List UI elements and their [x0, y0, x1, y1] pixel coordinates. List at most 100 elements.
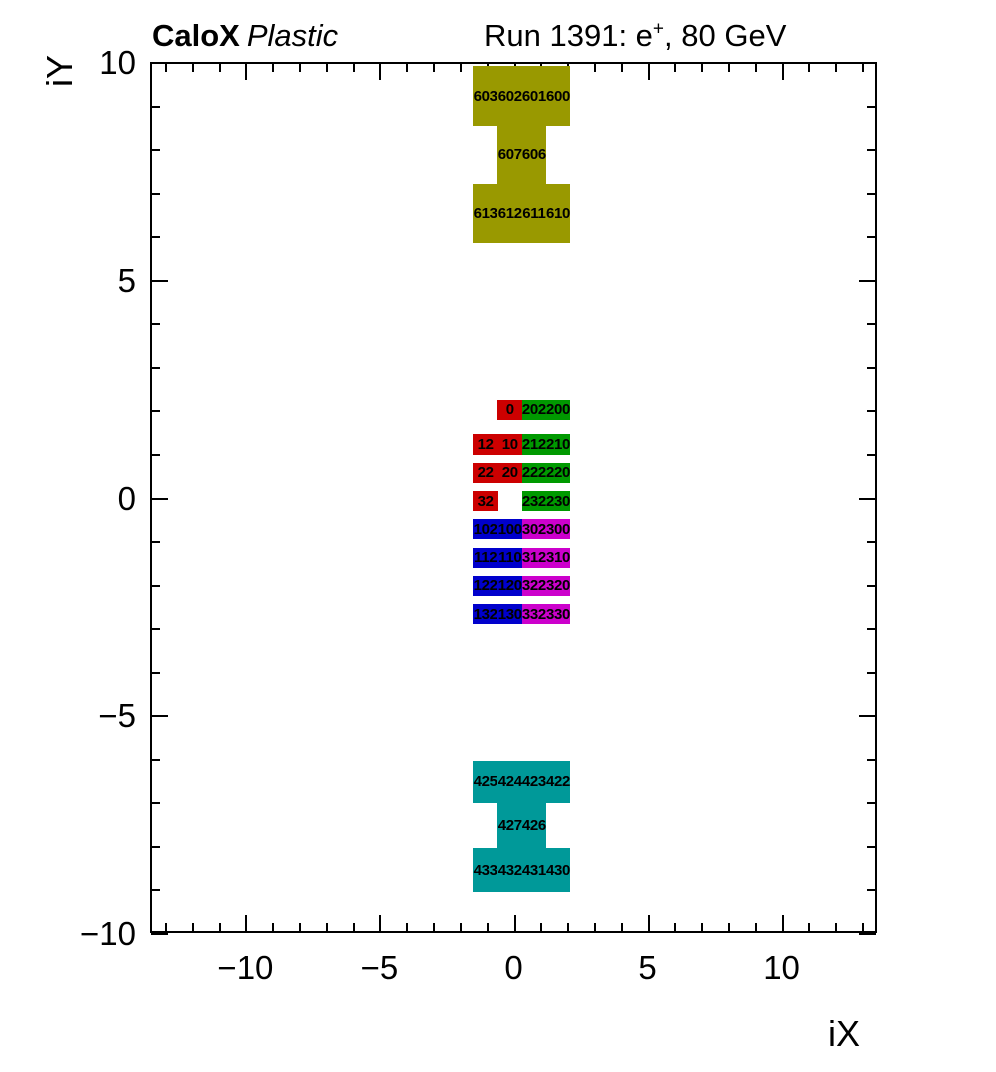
cell-id-label: 322 — [521, 577, 546, 595]
calorimeter-cell[interactable]: 12 — [473, 434, 498, 455]
y-major-tick — [151, 280, 168, 282]
calorimeter-cell[interactable]: 230 — [545, 490, 571, 512]
x-minor-tick-top — [272, 63, 274, 72]
calorimeter-cell[interactable]: 606 — [521, 125, 547, 185]
y-major-tick — [151, 715, 168, 717]
y-minor-tick-right — [867, 628, 876, 630]
x-tick-label: 10 — [763, 949, 800, 986]
calorimeter-cell[interactable]: 22 — [473, 462, 498, 483]
calorimeter-cell[interactable]: 612 — [497, 183, 523, 244]
y-minor-tick-right — [867, 672, 876, 674]
calorimeter-cell[interactable]: 110 — [497, 547, 523, 568]
calorimeter-cell[interactable]: 122 — [473, 575, 498, 597]
cell-id-label: 0 — [505, 401, 514, 419]
calorimeter-cell[interactable]: 424 — [497, 760, 523, 803]
calorimeter-cell[interactable]: 300 — [545, 519, 571, 540]
y-minor-tick — [151, 585, 160, 587]
calorimeter-cell[interactable]: 200 — [545, 399, 571, 420]
y-minor-tick — [151, 410, 160, 412]
calorimeter-cell[interactable]: 232 — [521, 490, 547, 512]
calorimeter-cell[interactable]: 120 — [497, 575, 523, 597]
calorimeter-cell[interactable]: 310 — [545, 547, 571, 568]
calorimeter-cell[interactable]: 601 — [521, 66, 547, 126]
cell-id-label: 612 — [497, 205, 522, 223]
y-major-tick — [151, 498, 168, 500]
y-tick-label: −5 — [98, 697, 136, 735]
calorimeter-cell[interactable]: 10 — [497, 434, 523, 455]
calorimeter-cell[interactable]: 312 — [521, 547, 547, 568]
calorimeter-cell[interactable]: 0 — [497, 399, 523, 420]
calorimeter-cell[interactable]: 302 — [521, 519, 547, 540]
calorimeter-cell[interactable]: 210 — [545, 434, 571, 455]
y-tick-label: −10 — [80, 915, 136, 952]
calorimeter-cell[interactable]: 432 — [497, 848, 523, 893]
calorimeter-cell[interactable]: 130 — [497, 604, 523, 625]
calorimeter-cell[interactable]: 320 — [545, 575, 571, 597]
cell-id-label: 613 — [473, 205, 498, 223]
calorimeter-cell[interactable]: 603 — [473, 66, 498, 126]
run-label: Run 1391: e — [484, 18, 653, 53]
calorimeter-cell[interactable]: 220 — [545, 462, 571, 483]
cell-id-label: 310 — [545, 549, 571, 567]
calorimeter-cell[interactable]: 433 — [473, 848, 498, 893]
y-minor-tick — [151, 367, 160, 369]
cell-id-label: 424 — [497, 773, 522, 791]
cell-id-label: 602 — [497, 87, 522, 105]
y-minor-tick — [151, 541, 160, 543]
cell-id-label: 300 — [545, 520, 571, 538]
x-major-tick — [782, 915, 784, 932]
x-minor-tick-top — [299, 63, 301, 72]
charge-superscript: + — [652, 18, 665, 40]
calorimeter-cell[interactable]: 112 — [473, 547, 498, 568]
calorimeter-cell[interactable]: 600 — [545, 66, 571, 126]
plot-title-left: CaloX Plastic — [152, 18, 338, 54]
calorimeter-cell[interactable]: 613 — [473, 183, 498, 244]
cell-id-label: 330 — [545, 605, 571, 623]
cell-id-label: 112 — [473, 549, 498, 567]
y-minor-tick-right — [867, 410, 876, 412]
calorimeter-cell[interactable]: 610 — [545, 183, 571, 244]
calorimeter-cell[interactable]: 422 — [545, 760, 571, 803]
x-minor-tick — [835, 923, 837, 932]
calorimeter-cell[interactable]: 611 — [521, 183, 547, 244]
cell-id-label: 423 — [521, 773, 546, 791]
calorimeter-cell[interactable]: 100 — [497, 519, 523, 540]
calorimeter-cell[interactable]: 431 — [521, 848, 547, 893]
cell-id-label: 132 — [473, 605, 498, 623]
calorimeter-cell[interactable]: 430 — [545, 848, 571, 893]
calorimeter-cell[interactable]: 423 — [521, 760, 547, 803]
calorimeter-cell[interactable]: 32 — [473, 490, 498, 512]
calorimeter-cell[interactable]: 222 — [521, 462, 547, 483]
calorimeter-cell[interactable]: 426 — [521, 802, 547, 849]
calorimeter-cell[interactable]: 602 — [497, 66, 523, 126]
detector-name: Plastic — [246, 18, 339, 53]
x-minor-tick-top — [406, 63, 408, 72]
calorimeter-cell[interactable]: 132 — [473, 604, 498, 625]
x-minor-tick-top — [594, 63, 596, 72]
y-tick-label: 0 — [117, 479, 136, 517]
calorimeter-cell[interactable]: 322 — [521, 575, 547, 597]
x-minor-tick-top — [621, 63, 623, 72]
x-major-tick — [648, 915, 650, 932]
calorimeter-cell[interactable]: 425 — [473, 760, 498, 803]
x-tick-label: −5 — [360, 949, 399, 986]
calorimeter-cell[interactable]: 607 — [497, 125, 523, 185]
x-major-tick — [379, 915, 381, 932]
calorimeter-cell[interactable]: 212 — [521, 434, 547, 455]
cell-id-label: 601 — [521, 87, 546, 105]
calorimeter-cell[interactable]: 102 — [473, 519, 498, 540]
calorimeter-cell[interactable]: 332 — [521, 604, 547, 625]
cell-id-label: 312 — [521, 549, 546, 567]
cell-id-label: 220 — [545, 464, 571, 482]
cell-id-label: 603 — [473, 87, 498, 105]
cell-id-label: 320 — [545, 577, 571, 595]
x-minor-tick — [406, 923, 408, 932]
calorimeter-cell[interactable]: 202 — [521, 399, 547, 420]
cell-id-label: 100 — [497, 520, 522, 538]
calorimeter-cell[interactable]: 427 — [497, 802, 523, 849]
y-major-tick-right — [859, 498, 876, 500]
calorimeter-cell[interactable]: 20 — [497, 462, 523, 483]
cell-id-label: 232 — [521, 492, 546, 510]
calorimeter-cell[interactable]: 330 — [545, 604, 571, 625]
